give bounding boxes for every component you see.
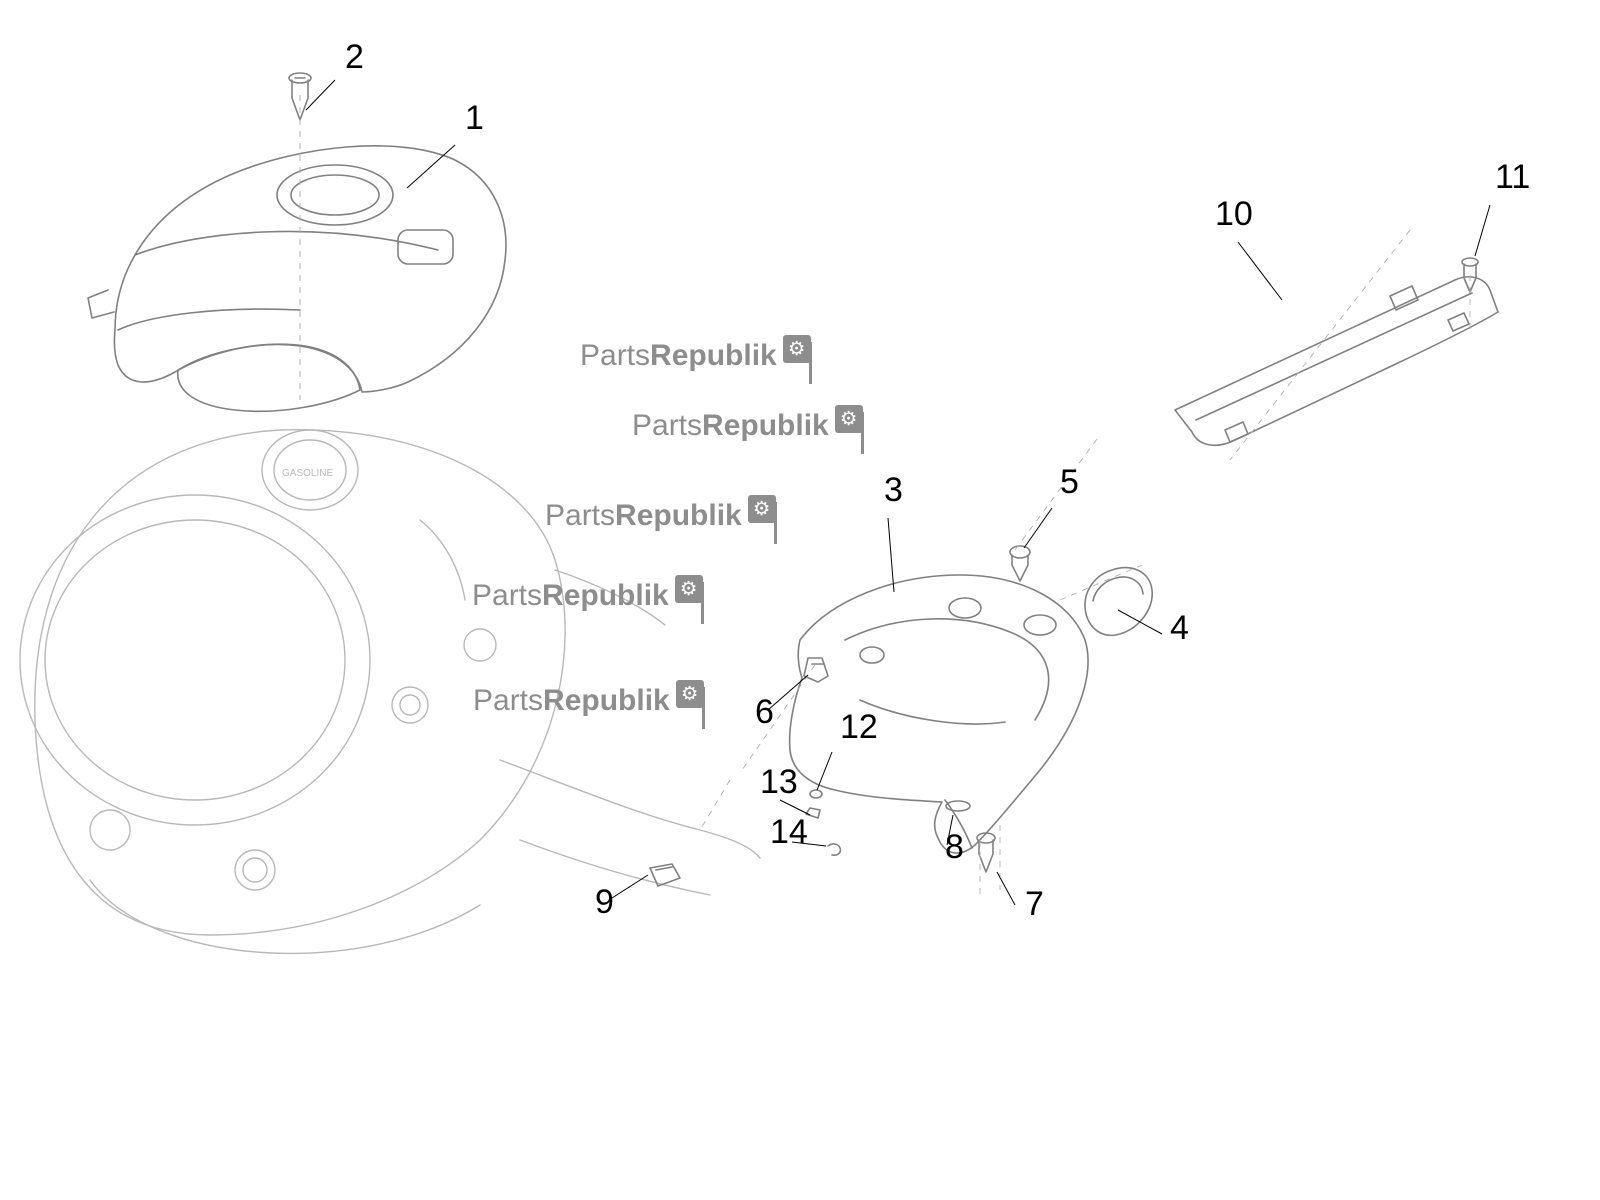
svg-layer: GASOLINE [0,0,1600,1200]
diagram-canvas: GASOLINE [0,0,1600,1200]
part-clip-6 [804,658,828,682]
part-screw-5 [1010,546,1030,581]
assembly-guides [300,95,1470,900]
part-helmet-cover [88,146,506,411]
callout-lines [306,80,1490,905]
part-plate-10 [1175,277,1498,445]
svg-text:GASOLINE: GASOLINE [282,468,333,479]
chassis-sketch: GASOLINE [20,430,760,954]
part-rear-guard [790,575,1088,853]
part-reflector-4 [1085,568,1152,636]
